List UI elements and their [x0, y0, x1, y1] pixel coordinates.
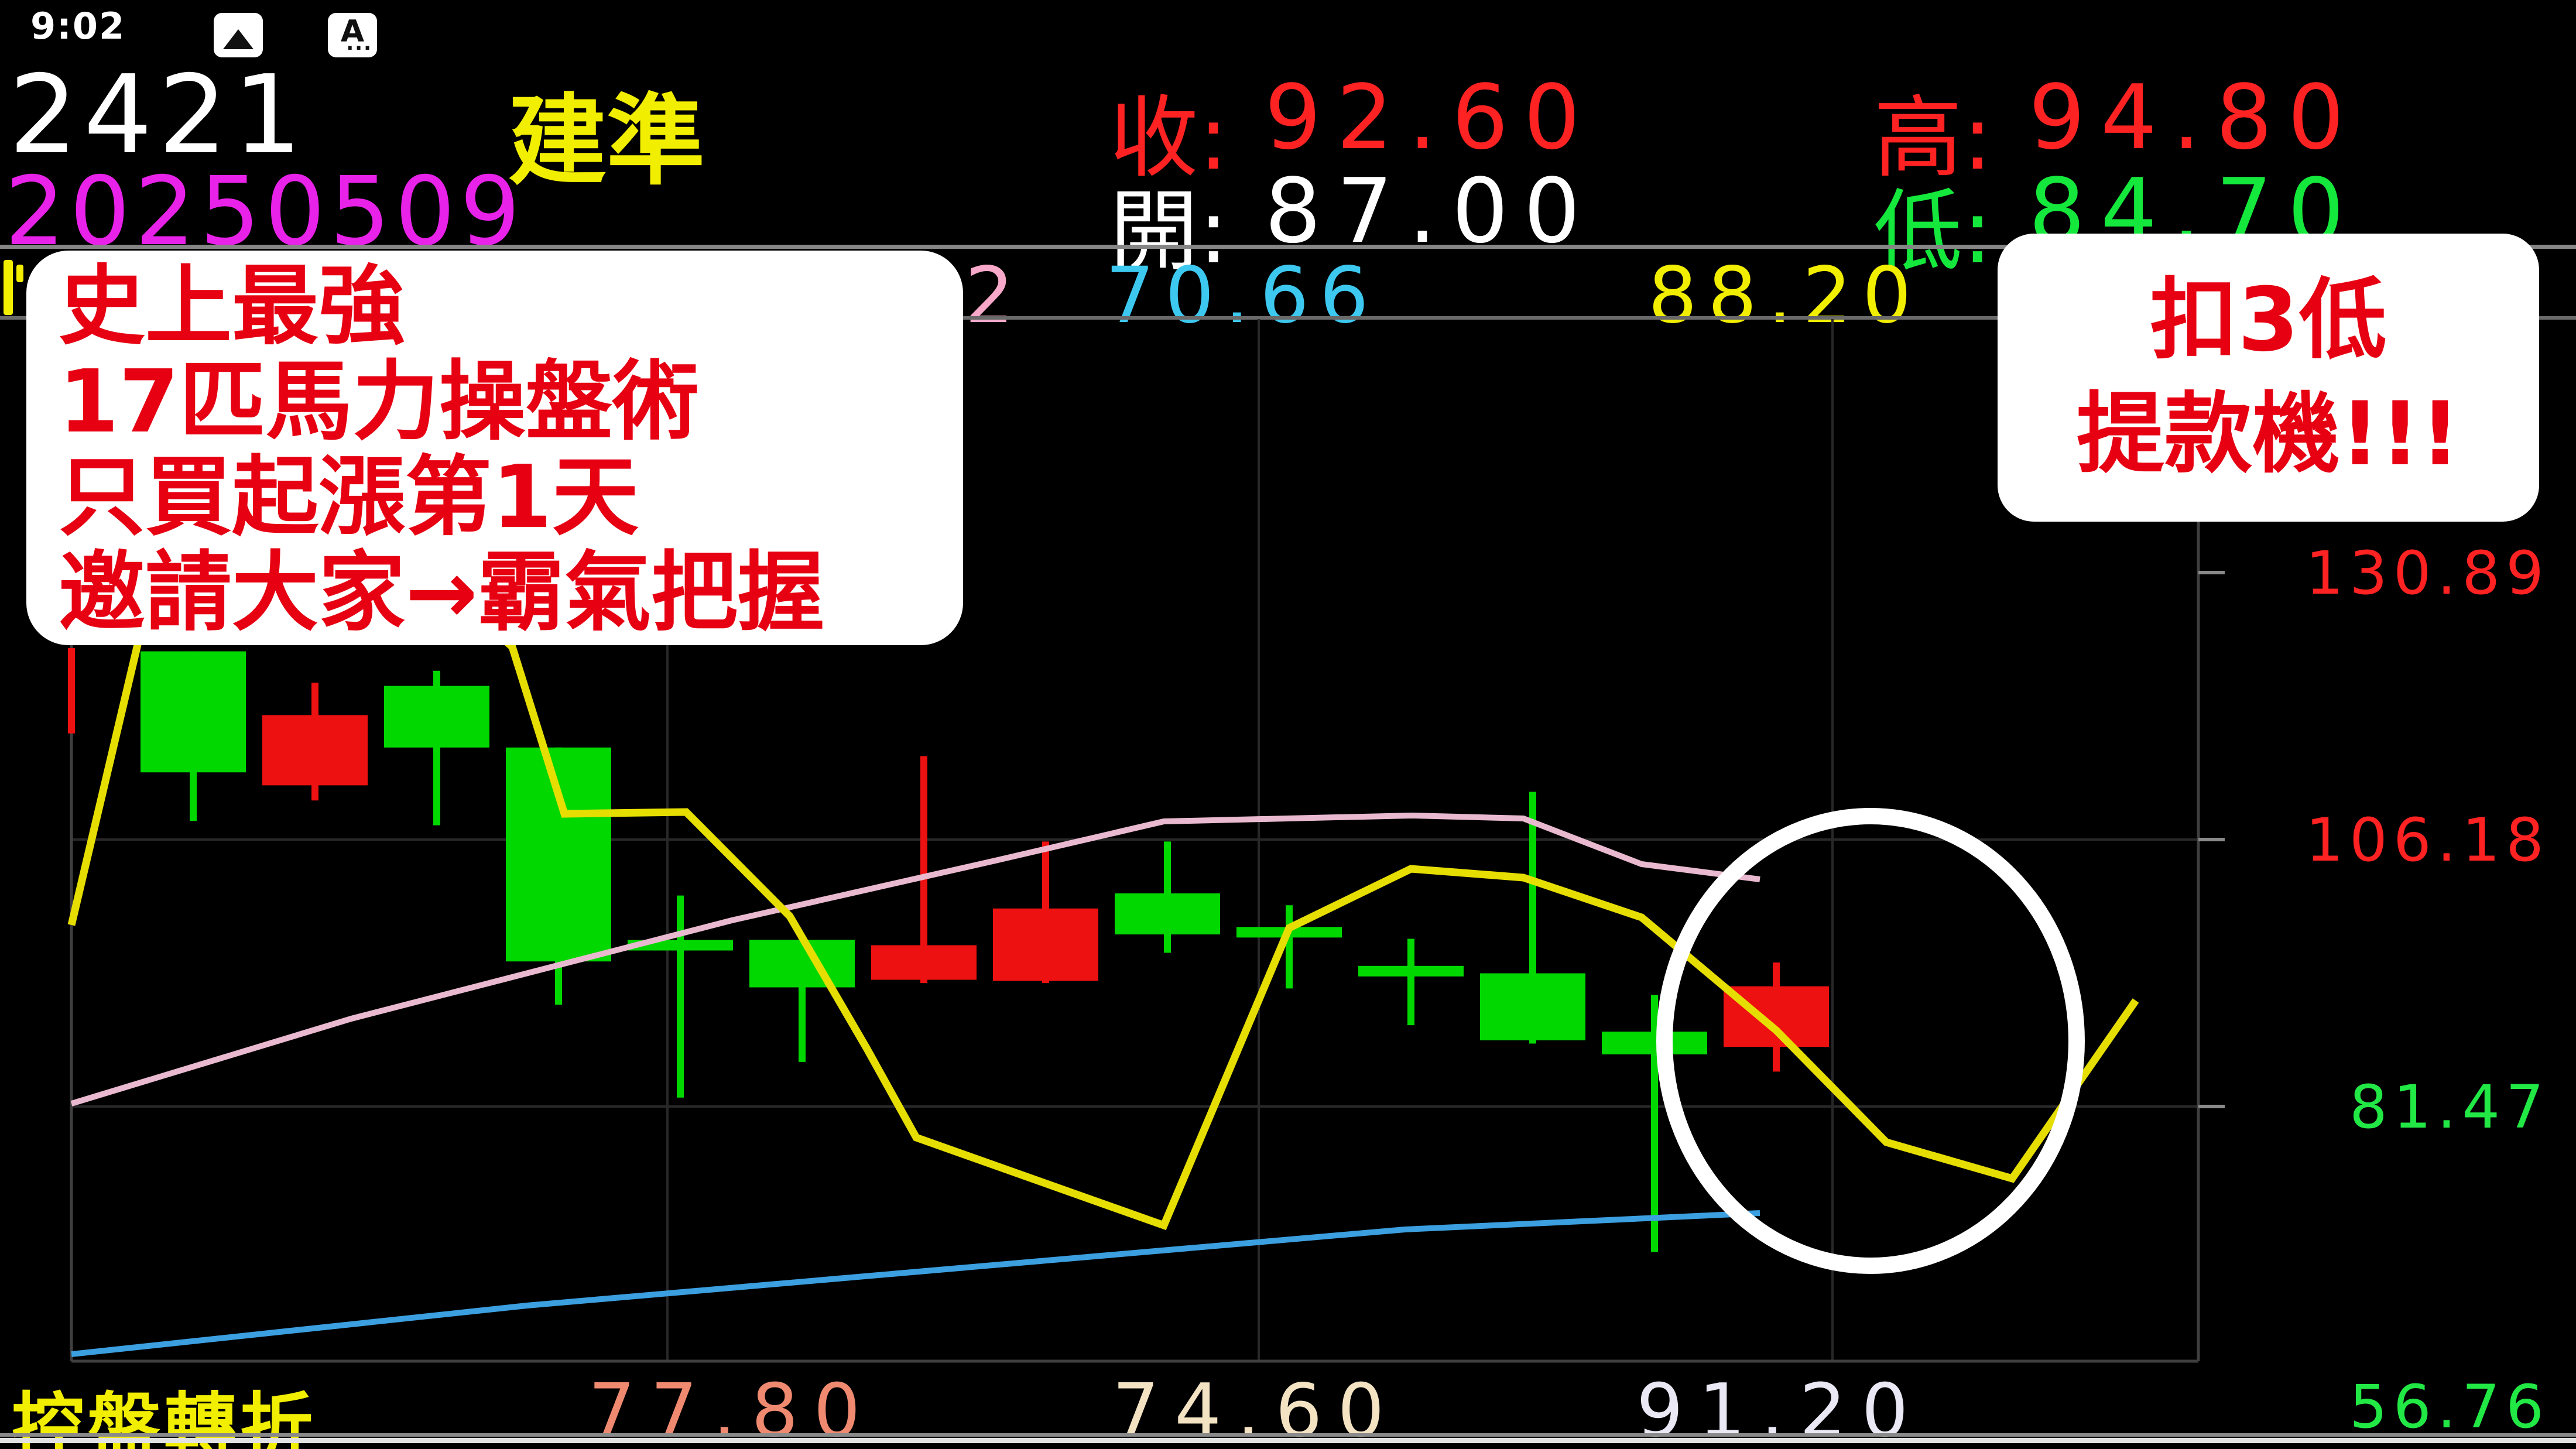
ma-line-pink: [70, 812, 1760, 1107]
y-axis-label: 81.47: [2349, 1073, 2550, 1142]
low-label: 低:: [1873, 180, 1993, 283]
annotation-line: 扣3低: [2150, 269, 2387, 371]
ma-line-blue: [71, 1210, 1760, 1357]
turning-point-label: 控盤轉折: [12, 1385, 317, 1449]
mountain-glyph: [223, 29, 254, 49]
turning-point-value: 74.60: [1112, 1368, 1400, 1449]
indicator-value-yellow: 88.20: [1648, 251, 1922, 341]
annotation-line: 邀請大家→霸氣把握: [59, 542, 825, 643]
bottom-separator-highlight: [0, 1438, 2576, 1443]
candle-body: [262, 715, 368, 786]
candle-body: [871, 945, 977, 980]
header-divider-bottom: [0, 316, 2576, 320]
close-value: 92.60: [1265, 66, 1596, 169]
ellipsis-dots: ...: [346, 32, 372, 55]
letter-a-notification-icon: A...: [328, 13, 377, 57]
y-axis-label: 106.18: [2306, 806, 2550, 875]
left-annotation-box: 史上最強 17匹馬力操盤術 只買起漲第1天 邀請大家→霸氣把握: [26, 251, 963, 645]
bottom-separator: [0, 1433, 2576, 1437]
status-bar: 9:02 A...: [0, 0, 2576, 59]
header-divider-top: [0, 245, 2576, 249]
image-notification-icon: [214, 13, 263, 57]
clock-time: 9:02: [30, 5, 126, 47]
indicator-value-cyan: 70.66: [1105, 251, 1379, 341]
y-axis-label: 130.89: [2306, 539, 2550, 608]
candle-body: [141, 651, 246, 773]
y-axis-label: 56.76: [2349, 1372, 2550, 1442]
stock-code: 2421: [9, 52, 308, 178]
hidden-yellow-glyph-fragment: [4, 260, 13, 315]
indicator-fragment-pink: 2: [965, 251, 1014, 341]
turning-point-value: 91.20: [1636, 1368, 1924, 1449]
close-label: 收:: [1109, 86, 1229, 190]
highlight-ellipse: [1656, 808, 2085, 1274]
turning-point-value: 77.80: [588, 1368, 876, 1449]
stock-name[interactable]: 建準: [508, 84, 705, 198]
candle-body: [1115, 893, 1220, 935]
candle-body: [993, 908, 1098, 981]
letter-a-glyph: A: [340, 14, 365, 49]
annotation-line: 只買起漲第1天: [59, 447, 639, 547]
high-label: 高:: [1873, 86, 1993, 190]
candle-body: [1358, 965, 1464, 977]
candle-body: [1480, 973, 1585, 1040]
candle-body: [506, 747, 611, 962]
candle-body: [749, 940, 855, 988]
open-label: 開:: [1109, 180, 1229, 283]
annotation-line: 史上最強: [59, 256, 405, 357]
high-value: 94.80: [2029, 66, 2360, 169]
hidden-yellow-glyph-fragment: [16, 265, 23, 282]
annotation-line: 17匹馬力操盤術: [59, 351, 699, 452]
right-annotation-box: 扣3低 提款機!!!: [1998, 234, 2539, 522]
candle-body: [1602, 1032, 1707, 1054]
annotation-line: 提款機!!!: [2076, 383, 2461, 485]
candle-body: [384, 686, 489, 748]
